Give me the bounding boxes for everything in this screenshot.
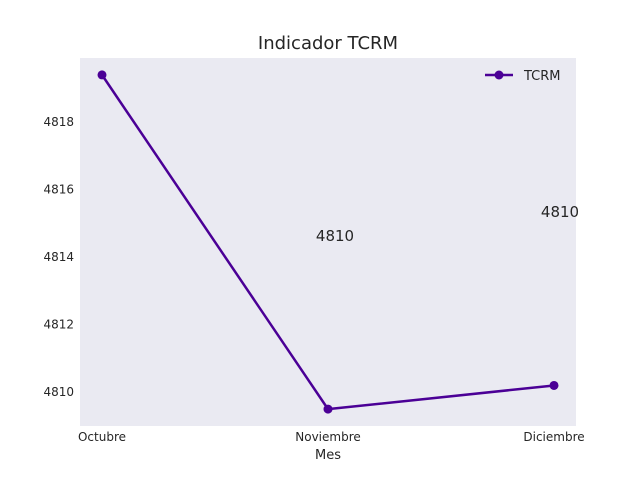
annotation-diciembre: 4810 xyxy=(541,203,579,221)
data-point-marker xyxy=(549,380,559,390)
x-axis-label: Mes xyxy=(315,448,341,463)
x-tick-label: Diciembre xyxy=(523,430,584,444)
plot-area xyxy=(80,58,576,426)
y-axis-ticks: 4810 4812 4814 4816 4818 xyxy=(43,115,74,399)
data-point-marker xyxy=(97,70,107,80)
legend-label: TCRM xyxy=(523,69,561,84)
y-tick-label: 4810 xyxy=(43,385,74,399)
legend-marker-icon xyxy=(494,70,504,80)
series-layer xyxy=(97,70,559,414)
x-tick-label: Octubre xyxy=(78,430,126,444)
x-axis-ticks: Octubre Noviembre Diciembre xyxy=(78,430,585,444)
y-tick-label: 4818 xyxy=(43,115,74,129)
x-tick-label: Noviembre xyxy=(295,430,361,444)
y-tick-label: 4812 xyxy=(43,318,74,332)
legend: TCRM xyxy=(485,69,561,84)
y-tick-label: 4814 xyxy=(43,250,74,264)
annotation-noviembre: 4810 xyxy=(316,227,354,245)
data-point-marker xyxy=(323,404,333,414)
chart-title: Indicador TCRM xyxy=(258,33,398,54)
y-tick-label: 4816 xyxy=(43,183,74,197)
